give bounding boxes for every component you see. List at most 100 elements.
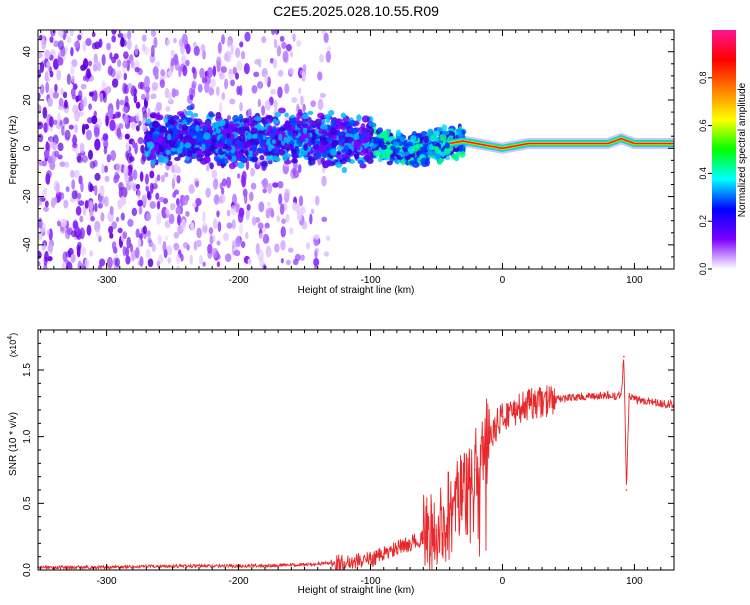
spectrogram-noise-cell	[151, 81, 159, 90]
spectrogram-noise-cell	[270, 88, 276, 95]
spectrogram-noise-cell	[285, 213, 290, 223]
spectrogram-noise-cell	[44, 200, 49, 208]
spectrogram-noise-cell	[300, 95, 304, 106]
spectrogram-noise-cell	[156, 213, 162, 225]
spectrogram-signal-cell	[186, 105, 194, 111]
spectrogram-noise-cell	[221, 178, 227, 187]
spectrogram-noise-cell	[323, 251, 330, 257]
spectrogram-signal-cell	[426, 150, 434, 156]
snr-data-point	[613, 395, 616, 398]
spectrogram-noise-cell	[321, 216, 328, 223]
spectrogram-signal-cell	[321, 140, 329, 146]
spectrogram-noise-cell	[38, 92, 41, 100]
spectrogram-signal-cell	[396, 154, 402, 160]
spectrogram-signal-cell	[274, 111, 282, 118]
spectrogram-noise-cell	[243, 62, 250, 75]
spectrogram-signal-cell	[435, 153, 441, 160]
spectrogram-noise-cell	[58, 97, 64, 107]
spectrogram-signal-cell	[284, 112, 289, 118]
spectrogram-noise-cell	[142, 225, 148, 235]
spectrogram-noise-cell	[64, 227, 71, 240]
spectrogram-noise-cell	[188, 184, 195, 194]
spectrogram-noise-cell	[281, 41, 287, 50]
spectrogram-noise-cell	[302, 103, 306, 112]
spectrogram-signal-cell	[377, 127, 384, 134]
spectrogram-noise-cell	[207, 67, 214, 79]
spectrogram-noise-cell	[256, 81, 264, 89]
spectrogram-signal-cell	[277, 107, 286, 114]
spectrogram-noise-cell	[164, 87, 170, 99]
spectrogram-signal-cell	[249, 138, 254, 145]
spectrogram-noise-cell	[135, 183, 141, 190]
spectrogram-noise-cell	[226, 209, 231, 217]
spectrogram-noise-cell	[199, 67, 205, 79]
spectrogram-noise-cell	[211, 247, 217, 256]
spectrogram-signal-cell	[374, 137, 380, 145]
spectrogram-noise-cell	[264, 222, 270, 229]
spectrogram-signal-cell	[194, 147, 200, 152]
spectrogram-noise-cell	[310, 208, 315, 215]
spectrogram-signal-cell	[361, 115, 370, 123]
spectrogram-noise-cell	[281, 218, 287, 224]
spectrogram-noise-cell	[213, 194, 220, 205]
spectrogram-signal-cell	[185, 119, 192, 126]
spectrogram-noise-cell	[284, 83, 290, 94]
spectrogram-signal-cell	[302, 123, 309, 129]
spectrogram-y-tick-label: -40	[22, 237, 33, 252]
spectrogram-signal-cell	[246, 132, 252, 140]
spectrogram-signal-cell	[330, 134, 337, 140]
spectrogram-noise-cell	[127, 218, 134, 227]
spectrogram-signal-cell	[227, 155, 233, 160]
spectrogram-noise-cell	[75, 206, 82, 216]
spectrogram-noise-cell	[284, 188, 291, 199]
spectrogram-noise-cell	[264, 100, 272, 111]
spectrogram-signal-cell	[272, 125, 277, 133]
spectrogram-noise-cell	[76, 246, 81, 258]
spectrogram-noise-cell	[111, 221, 118, 230]
spectrogram-signal-cell	[211, 134, 217, 140]
spectrogram-signal-cell	[271, 155, 279, 161]
spectrogram-noise-cell	[262, 188, 267, 194]
snr-x-label: Height of straight line (km)	[298, 585, 415, 596]
spectrogram-noise-cell	[234, 47, 241, 58]
spectrogram-x-ticks: -300 -200 -100 0 100	[40, 30, 675, 286]
spectrogram-noise-cell	[287, 247, 294, 253]
spectrogram-noise-cell	[176, 199, 181, 208]
spectrogram-noise-cell	[273, 38, 278, 49]
spectrogram-noise-cell	[102, 133, 109, 142]
spectrogram-y-label: Frequency (Hz)	[8, 116, 19, 185]
snr-y-tick-label: 0.5	[22, 496, 33, 510]
spectrogram-signal-cell	[388, 136, 394, 141]
spectrogram-noise-cell	[81, 247, 87, 256]
spectrogram-noise-cell	[64, 161, 70, 168]
spectrogram-noise-cell	[289, 67, 295, 75]
spectrogram-noise-cell	[46, 229, 51, 236]
spectrogram-noise-cell	[105, 115, 109, 127]
spectrogram-noise-cell	[132, 169, 138, 181]
spectrogram-noise-cell	[166, 245, 173, 256]
spectrogram-noise-cell	[267, 182, 273, 194]
spectrogram-noise-cell	[172, 191, 177, 198]
spectrogram-noise-cell	[53, 119, 58, 126]
spectrogram-noise-cell	[289, 51, 294, 58]
spectrogram-signal-cell	[420, 157, 429, 165]
spectrogram-noise-cell	[122, 245, 127, 257]
spectrogram-noise-cell	[301, 70, 306, 82]
spectrogram-noise-cell	[162, 241, 167, 253]
spectrogram-signal-cell	[368, 122, 377, 127]
spectrogram-noise-cell	[38, 261, 41, 267]
snr-y-tick-label: 1.5	[22, 363, 33, 377]
spectrogram-noise-cell	[224, 78, 229, 90]
spectrogram-signal-cell	[443, 148, 451, 156]
spectrogram-signal-cell	[170, 147, 177, 152]
spectrogram-noise-cell	[38, 121, 44, 130]
spectrogram-noise-cell	[101, 54, 106, 66]
spectrogram-signal-cell	[204, 118, 212, 127]
spectrogram-noise-cell	[239, 41, 244, 48]
spectrogram-noise-cell	[47, 256, 53, 262]
spectrogram-signal-cell	[144, 146, 149, 152]
spectrogram-noise-cell	[181, 218, 186, 231]
snr-data-point	[501, 415, 504, 418]
spectrogram-noise-cell	[173, 89, 179, 97]
spectrogram-noise-cell	[109, 205, 114, 216]
